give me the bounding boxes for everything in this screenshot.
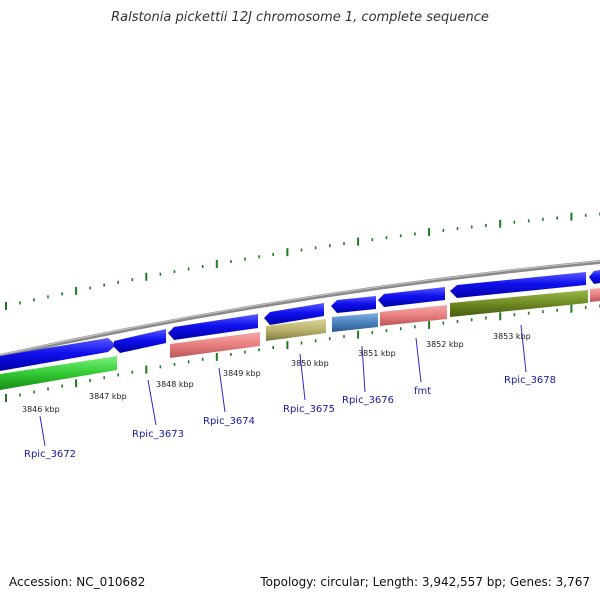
chromosome-backbone (0, 260, 600, 358)
cds-feature[interactable] (0, 338, 116, 371)
olive-feature[interactable] (450, 290, 588, 317)
cds-feature[interactable] (114, 329, 166, 353)
gene-labels: Rpic_3672 Rpic_3673 Rpic_3674 Rpic_3675 … (24, 375, 556, 460)
gene-leader-lines (39, 324, 527, 447)
scale-tick-label: 3851 kbp (358, 349, 396, 358)
gene-leader-line (520, 324, 527, 373)
accession-text: Accession: NC_010682 (9, 575, 146, 589)
scale-tick-label: 3849 kbp (223, 369, 261, 378)
gene-label[interactable]: Rpic_3675 (283, 404, 335, 415)
page-title: Ralstonia pickettii 12J chromosome 1, co… (111, 10, 489, 25)
scale-tick-label: 3847 kbp (89, 392, 127, 401)
gene-label[interactable]: Rpic_3676 (342, 395, 394, 406)
cds-feature[interactable] (168, 314, 258, 340)
gene-leader-line (299, 353, 306, 401)
pink-feature[interactable] (590, 288, 600, 302)
forward-strand-track (0, 270, 600, 371)
inner-tick-ring (5, 304, 600, 402)
scale-tick-label: 3852 kbp (426, 340, 464, 349)
genome-stats-text: Topology: circular; Length: 3,942,557 bp… (260, 575, 590, 589)
khaki-feature[interactable] (266, 319, 326, 341)
cds-feature[interactable] (264, 303, 324, 325)
reverse-strand-track (0, 288, 600, 390)
gene-label[interactable]: Rpic_3678 (504, 375, 556, 386)
gene-leader-line (415, 337, 422, 383)
gene-label[interactable]: Rpic_3672 (24, 449, 76, 460)
gene-leader-line (39, 415, 46, 447)
gene-leader-line (218, 367, 226, 413)
gene-label[interactable]: fmt (414, 386, 431, 397)
cds-feature[interactable] (589, 270, 600, 284)
chromosome-backbone-highlight (0, 260, 600, 356)
scale-labels: 3846 kbp 3847 kbp 3848 kbp 3849 kbp 3850… (22, 332, 531, 414)
gene-leader-line (147, 379, 157, 426)
scale-tick-label: 3846 kbp (22, 405, 60, 414)
pink-feature[interactable] (170, 332, 260, 358)
scale-tick-label: 3848 kbp (156, 380, 194, 389)
gene-label[interactable]: Rpic_3673 (132, 429, 184, 440)
outer-tick-ring (5, 212, 600, 310)
gene-label[interactable]: Rpic_3674 (203, 416, 255, 427)
scale-tick-label: 3853 kbp (493, 332, 531, 341)
scale-tick-label: 3850 kbp (291, 359, 329, 368)
steel-feature[interactable] (332, 313, 378, 332)
green-feature[interactable] (0, 356, 117, 390)
cds-feature[interactable] (450, 272, 586, 298)
gene-leader-line (361, 345, 366, 393)
cds-feature[interactable] (378, 287, 445, 307)
cds-feature[interactable] (331, 296, 376, 313)
pink-feature[interactable] (380, 305, 447, 326)
